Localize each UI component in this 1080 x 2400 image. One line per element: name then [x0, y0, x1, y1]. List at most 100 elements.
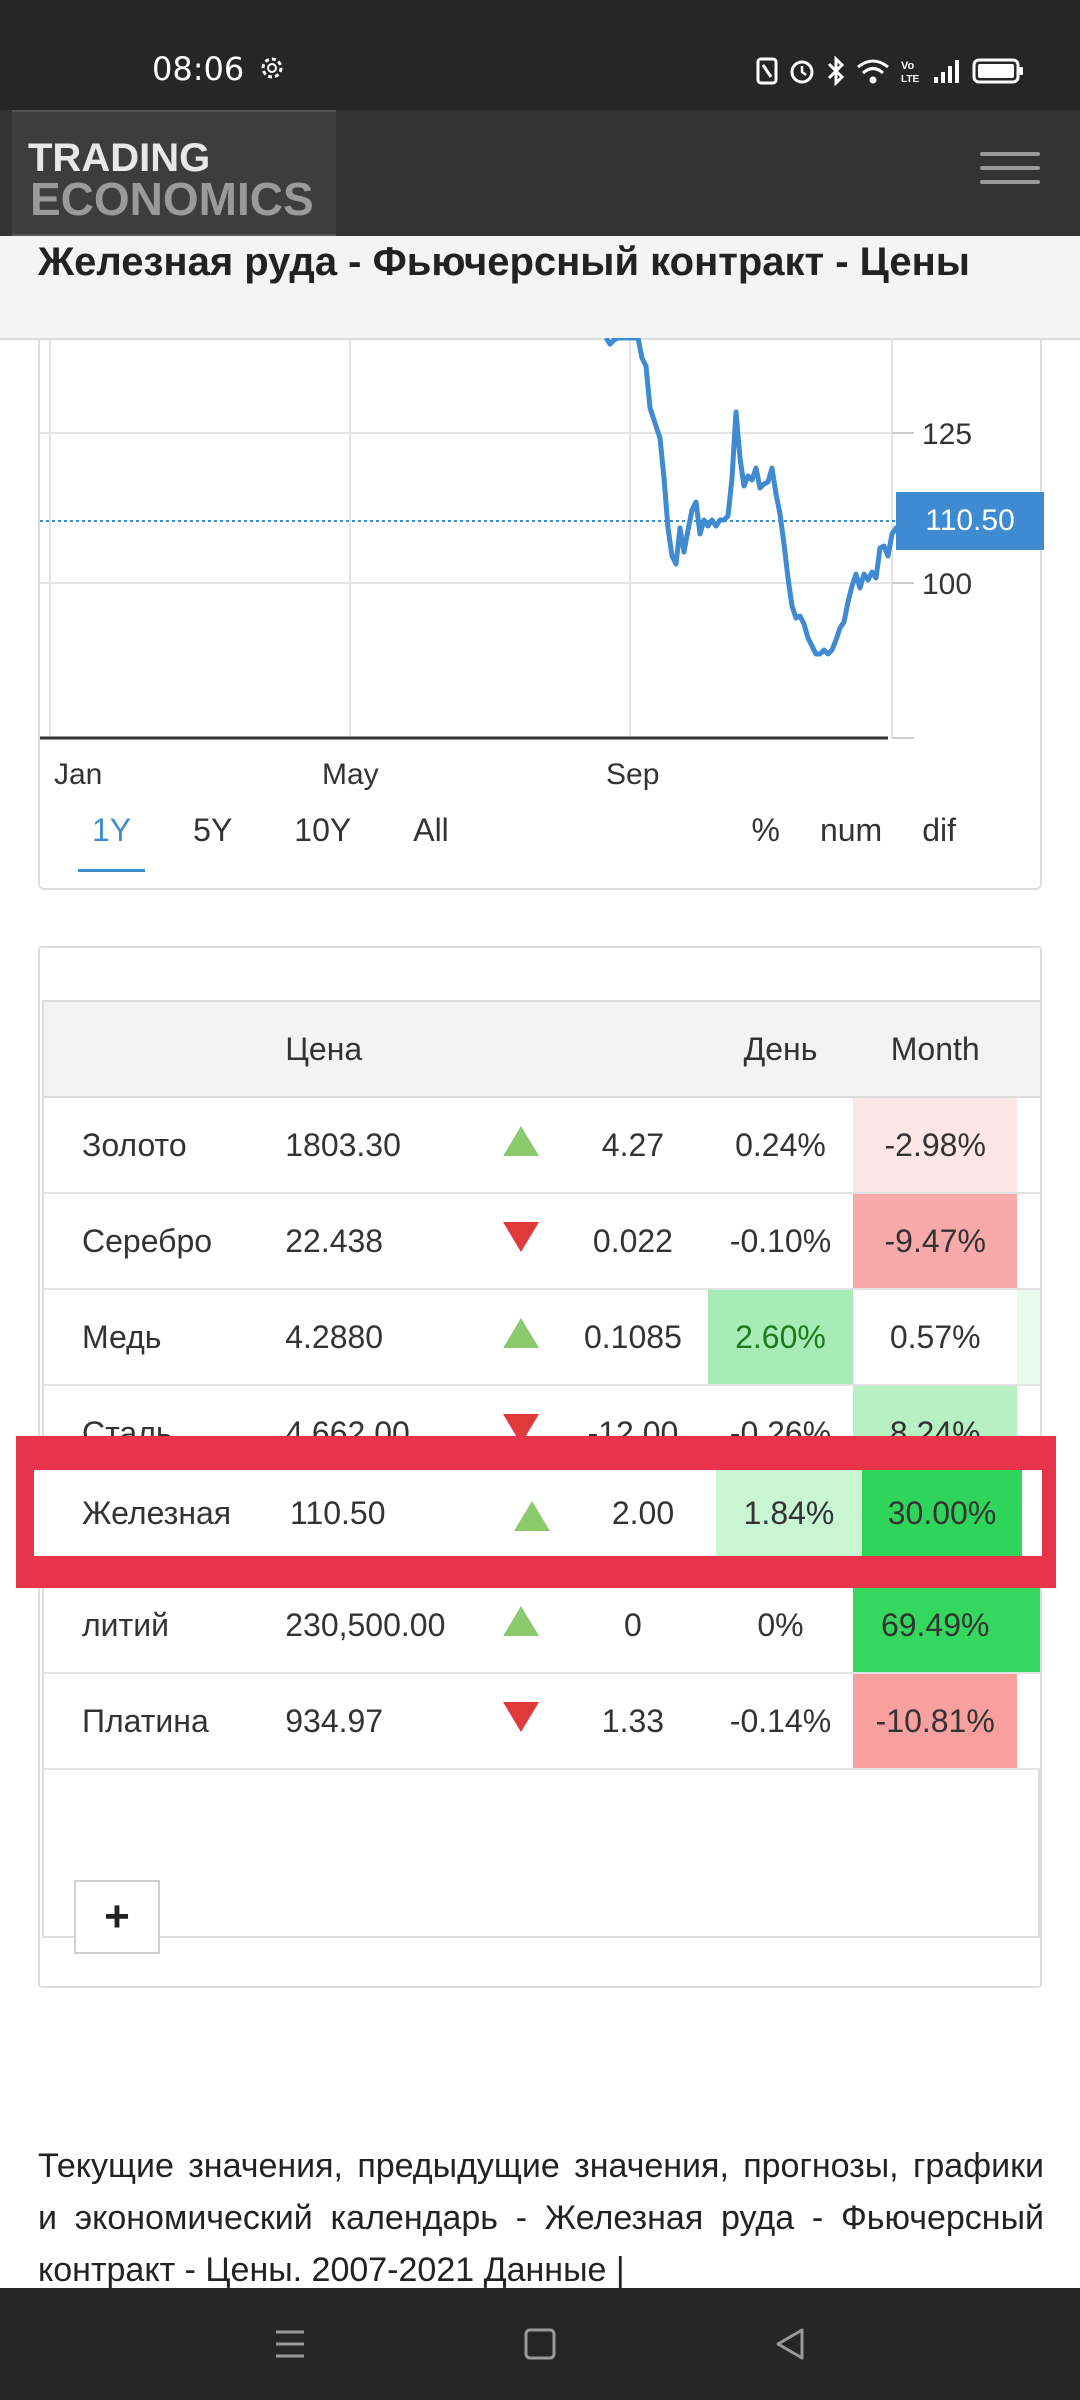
commodity-name[interactable]: литий	[44, 1577, 285, 1674]
tab-5y[interactable]: 5Y	[193, 812, 233, 848]
hl-month: 30.00%	[862, 1470, 1022, 1556]
quotes-table: Цена День Month Золото 1803.30 4.27 0.24% -2…	[44, 1002, 1040, 1770]
header-change	[558, 1002, 708, 1098]
commodity-price: 4.2880	[284, 1289, 485, 1386]
settings-gear-icon	[261, 57, 283, 79]
commodity-day-change: 0%	[707, 1577, 854, 1674]
recent-apps-icon[interactable]	[262, 2316, 318, 2372]
mode-percent[interactable]: %	[751, 812, 780, 848]
up-arrow-icon	[484, 1097, 559, 1194]
commodity-day-change: 0.24%	[707, 1097, 854, 1194]
row-tail	[1017, 1577, 1040, 1674]
down-arrow-icon	[484, 1673, 559, 1770]
table-row[interactable]: Медь 4.2880 0.1085 2.60% 0.57%	[44, 1289, 1040, 1386]
commodity-month-change: 69.49%	[853, 1577, 1018, 1674]
down-arrow-icon	[484, 1193, 559, 1290]
logo-text-economics: ECONOMICS	[30, 173, 314, 225]
header-month[interactable]: Month	[853, 1002, 1018, 1098]
header-name	[44, 1002, 285, 1098]
commodity-price: 1803.30	[284, 1097, 485, 1194]
up-arrow-icon	[484, 1577, 559, 1674]
header-arrow	[484, 1002, 559, 1098]
commodity-price: 22.438	[284, 1193, 485, 1290]
commodity-change: 0	[558, 1577, 708, 1674]
alarm-icon	[790, 60, 814, 84]
hamburger-menu-icon[interactable]	[980, 142, 1040, 202]
commodity-name[interactable]: Золото	[44, 1097, 285, 1194]
tab-all[interactable]: All	[413, 812, 449, 848]
mode-num[interactable]: num	[819, 812, 883, 848]
commodity-name[interactable]: Медь	[44, 1289, 285, 1386]
up-arrow-icon	[484, 1289, 559, 1386]
hl-day: 1.84%	[716, 1470, 862, 1556]
home-icon[interactable]	[512, 2316, 568, 2372]
price-chart[interactable]: 125 100 Jan May Sep	[40, 338, 1044, 798]
current-price-badge: 110.50	[896, 492, 1044, 550]
commodity-change: 1.33	[558, 1673, 708, 1770]
status-time: 08:06	[152, 50, 245, 88]
range-tabs: 1Y 5Y 10Y All	[78, 812, 497, 872]
page-description: Текущие значения, предыдущие значения, п…	[38, 2147, 1044, 2289]
trading-economics-logo[interactable]: TRADING ECONOMICS	[12, 110, 336, 236]
system-nav-bar	[0, 2288, 1080, 2400]
x-tick-jan: Jan	[54, 758, 102, 791]
commodity-name[interactable]: Платина	[44, 1673, 285, 1770]
y-tick-100: 100	[922, 568, 972, 601]
commodity-price: 934.97	[284, 1673, 485, 1770]
table-header-row: Цена День Month	[44, 1002, 1040, 1098]
price-chart-panel: 125 100 Jan May Sep 110.50 1Y 5Y 10Y All…	[38, 338, 1044, 890]
table-row[interactable]: Серебро 22.438 0.022 -0.10% -9.47%	[44, 1193, 1040, 1290]
volte-icon: Vo LTE	[901, 60, 919, 85]
table-row[interactable]: литий 230,500.00 0 0% 69.49%	[44, 1577, 1040, 1674]
wifi-icon	[857, 59, 889, 84]
tab-1y[interactable]: 1Y	[78, 812, 146, 872]
tab-10y[interactable]: 10Y	[294, 812, 352, 848]
row-tail	[1017, 1193, 1040, 1290]
hl-name: Железная	[82, 1495, 232, 1531]
commodity-change: 4.27	[558, 1097, 708, 1194]
commodity-day-change: 2.60%	[707, 1289, 854, 1386]
row-tail	[1017, 1289, 1040, 1386]
row-tail	[1017, 1673, 1040, 1770]
commodity-month-change: 0.57%	[853, 1289, 1018, 1386]
hl-price: 110.50	[290, 1495, 386, 1531]
price-series-line	[603, 338, 912, 657]
commodity-month-change: -10.81%	[853, 1673, 1018, 1770]
commodity-name[interactable]: Серебро	[44, 1193, 285, 1290]
status-bar: 08:06 Vo LTE	[0, 0, 1080, 110]
svg-text:LTE: LTE	[901, 74, 919, 85]
mode-tabs: % num dif	[712, 812, 957, 849]
signal-icon	[934, 60, 959, 83]
table-row[interactable]: Золото 1803.30 4.27 0.24% -2.98%	[44, 1097, 1040, 1194]
highlighted-row-iron-ore[interactable]: Железная 110.50 2.00 1.84% 30.00%	[34, 1470, 1042, 1556]
x-tick-may: May	[322, 758, 379, 791]
commodity-month-change: -2.98%	[853, 1097, 1018, 1194]
header-day[interactable]: День	[707, 1002, 854, 1098]
x-tick-sep: Sep	[606, 758, 659, 791]
bluetooth-icon	[827, 56, 845, 86]
commodity-day-change: -0.14%	[707, 1673, 854, 1770]
hl-change: 2.00	[611, 1495, 675, 1531]
page-title: Железная руда - Фьючерсный контракт - Це…	[38, 240, 970, 284]
page-title-bar: Железная руда - Фьючерсный контракт - Це…	[0, 236, 1080, 340]
status-icons: Vo LTE	[756, 54, 1024, 88]
app-header: TRADING ECONOMICS	[0, 110, 1080, 236]
back-icon[interactable]	[762, 2316, 818, 2372]
hl-up-arrow-icon	[506, 1470, 558, 1556]
y-tick-125: 125	[922, 418, 972, 451]
table-row[interactable]: Платина 934.97 1.33 -0.14% -10.81%	[44, 1673, 1040, 1770]
battery-icon	[972, 58, 1023, 84]
add-commodity-button[interactable]: +	[74, 1880, 160, 1954]
mode-dif[interactable]: dif	[922, 812, 956, 848]
logo-text-trading: TRADING	[28, 136, 211, 180]
commodity-change: 0.1085	[558, 1289, 708, 1386]
commodity-day-change: -0.10%	[707, 1193, 854, 1290]
header-tail	[1017, 1002, 1040, 1098]
commodity-price: 230,500.00	[284, 1577, 485, 1674]
commodity-change: 0.022	[558, 1193, 708, 1290]
commodity-month-change: -9.47%	[853, 1193, 1018, 1290]
svg-text:Vo: Vo	[901, 60, 915, 72]
nfc-icon	[756, 57, 778, 85]
row-tail	[1017, 1097, 1040, 1194]
header-price: Цена	[284, 1002, 485, 1098]
